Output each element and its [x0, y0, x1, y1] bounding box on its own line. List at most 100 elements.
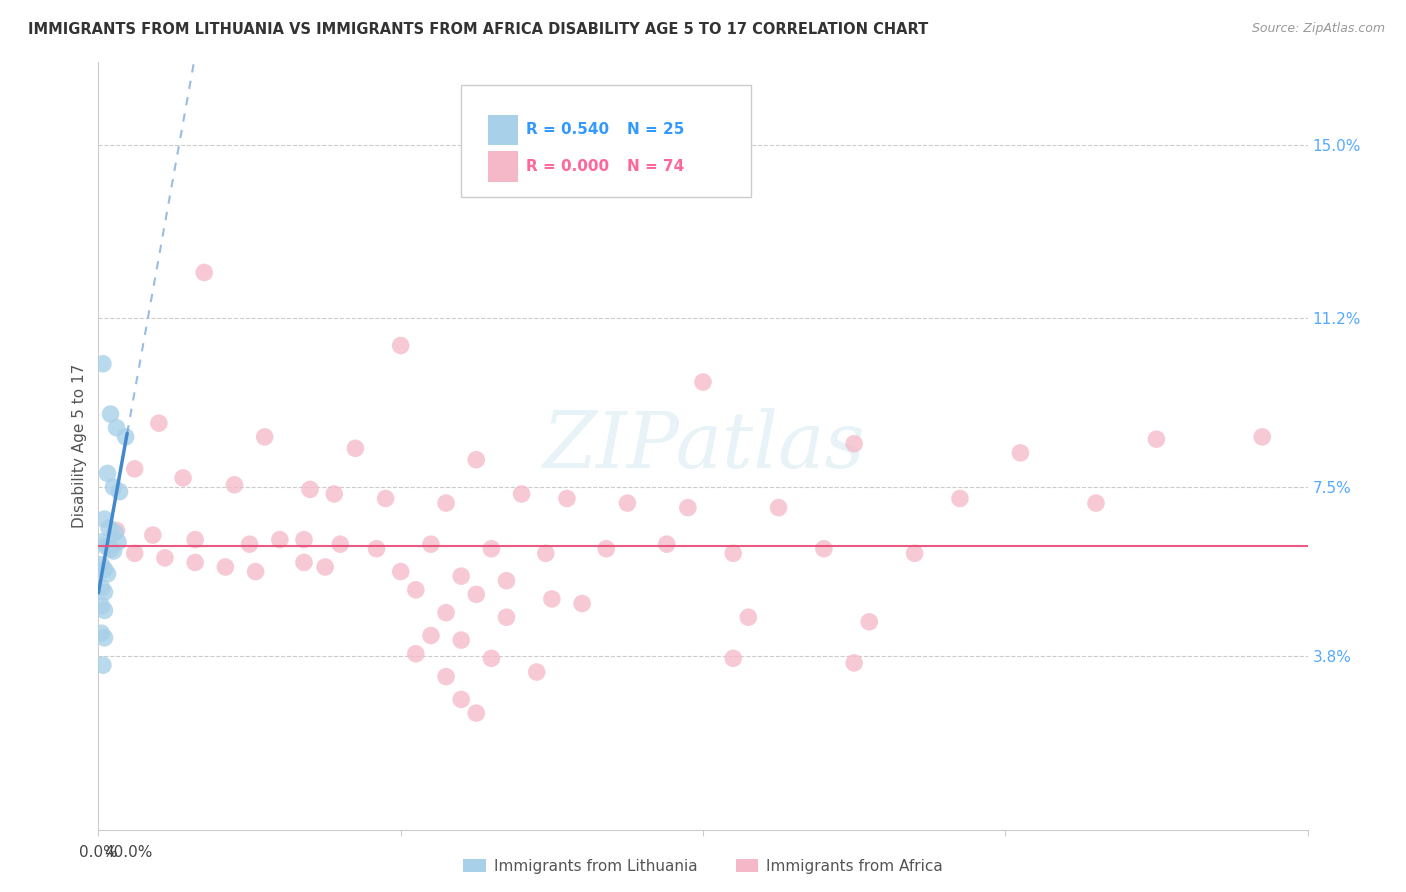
Point — [93, 631, 115, 645]
Point — [540, 591, 562, 606]
Point — [465, 587, 488, 601]
Point — [253, 430, 276, 444]
Point — [108, 484, 131, 499]
Bar — [488, 151, 517, 182]
Point — [96, 566, 118, 581]
FancyBboxPatch shape — [461, 86, 751, 197]
Point — [904, 546, 927, 560]
Point — [616, 496, 638, 510]
Point — [96, 467, 118, 481]
Point — [1146, 432, 1168, 446]
Point — [153, 550, 176, 565]
Point — [595, 541, 617, 556]
Text: 40.0%: 40.0% — [104, 845, 153, 860]
Point — [450, 569, 472, 583]
Point — [239, 537, 262, 551]
Point — [723, 651, 745, 665]
Point — [323, 487, 346, 501]
Point — [329, 537, 352, 551]
Point — [1085, 496, 1108, 510]
Point — [269, 533, 291, 547]
Point — [105, 524, 128, 538]
Point — [103, 480, 125, 494]
Point — [184, 533, 207, 547]
Point — [949, 491, 972, 506]
Text: ZIPatlas: ZIPatlas — [541, 408, 865, 484]
Text: R = 0.000: R = 0.000 — [526, 159, 610, 174]
Point — [723, 546, 745, 560]
Point — [737, 610, 759, 624]
Point — [292, 533, 315, 547]
Point — [148, 416, 170, 430]
Point — [245, 565, 267, 579]
Text: Source: ZipAtlas.com: Source: ZipAtlas.com — [1251, 22, 1385, 36]
Point — [299, 483, 322, 497]
Point — [1251, 430, 1274, 444]
Point — [405, 582, 427, 597]
Point — [103, 544, 125, 558]
Point — [571, 597, 593, 611]
Point — [292, 556, 315, 570]
Point — [510, 487, 533, 501]
Point — [495, 610, 517, 624]
Point — [450, 633, 472, 648]
Point — [184, 556, 207, 570]
Bar — [488, 114, 517, 145]
Point — [768, 500, 790, 515]
Point — [420, 537, 443, 551]
Point — [94, 540, 117, 554]
Point — [676, 500, 699, 515]
Point — [1010, 446, 1032, 460]
Point — [91, 357, 114, 371]
Point — [90, 535, 112, 549]
Point — [450, 692, 472, 706]
Point — [114, 430, 136, 444]
Point — [481, 541, 503, 556]
Point — [405, 647, 427, 661]
Point — [100, 541, 122, 556]
Point — [526, 665, 548, 679]
Point — [93, 585, 115, 599]
Point — [90, 599, 112, 613]
Point — [314, 560, 336, 574]
Text: R = 0.540: R = 0.540 — [526, 122, 610, 137]
Point — [100, 407, 122, 421]
Point — [90, 581, 112, 595]
Legend: Immigrants from Lithuania, Immigrants from Africa: Immigrants from Lithuania, Immigrants fr… — [457, 853, 949, 880]
Point — [481, 651, 503, 665]
Point — [90, 558, 112, 572]
Point — [98, 521, 121, 535]
Point — [214, 560, 236, 574]
Point — [465, 452, 488, 467]
Point — [100, 541, 122, 556]
Point — [344, 442, 367, 456]
Point — [813, 541, 835, 556]
Point — [389, 338, 412, 352]
Point — [93, 603, 115, 617]
Point — [124, 462, 146, 476]
Point — [844, 436, 866, 450]
Point — [193, 265, 215, 279]
Point — [655, 537, 678, 551]
Point — [105, 421, 128, 435]
Point — [90, 626, 112, 640]
Text: N = 74: N = 74 — [627, 159, 685, 174]
Point — [374, 491, 396, 506]
Point — [91, 658, 114, 673]
Point — [858, 615, 880, 629]
Point — [495, 574, 517, 588]
Y-axis label: Disability Age 5 to 17: Disability Age 5 to 17 — [72, 364, 87, 528]
Point — [172, 471, 194, 485]
Point — [844, 656, 866, 670]
Point — [104, 525, 127, 540]
Point — [142, 528, 165, 542]
Point — [93, 512, 115, 526]
Point — [555, 491, 578, 506]
Point — [124, 546, 146, 560]
Point — [465, 706, 488, 720]
Point — [107, 535, 129, 549]
Point — [389, 565, 412, 579]
Point — [93, 562, 115, 576]
Point — [420, 628, 443, 642]
Text: IMMIGRANTS FROM LITHUANIA VS IMMIGRANTS FROM AFRICA DISABILITY AGE 5 TO 17 CORRE: IMMIGRANTS FROM LITHUANIA VS IMMIGRANTS … — [28, 22, 928, 37]
